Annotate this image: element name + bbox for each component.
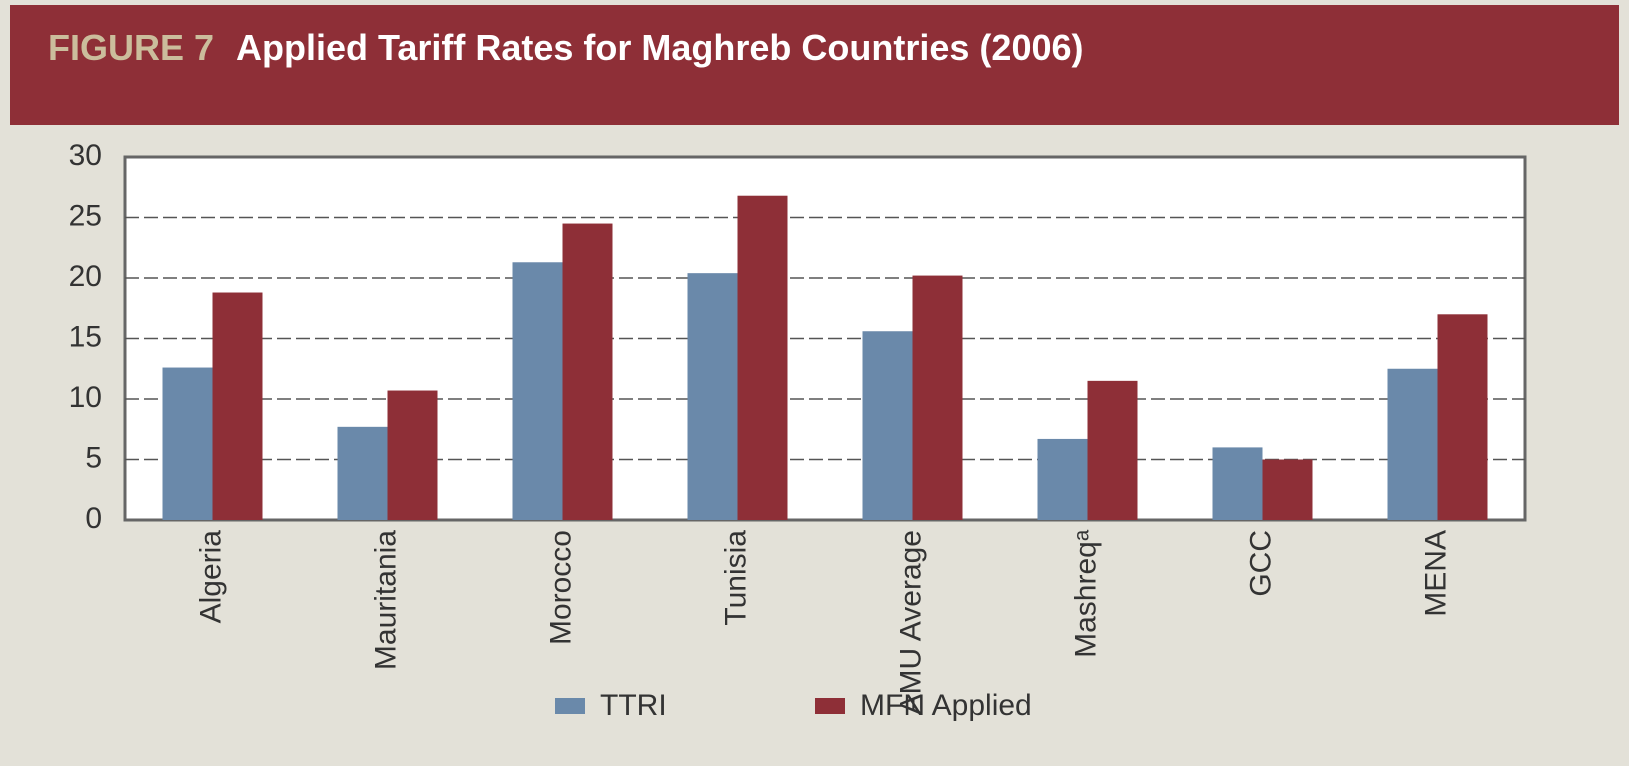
bar: [212, 292, 263, 520]
x-tick-label: Morocco: [544, 530, 577, 645]
legend-label: TTRI: [600, 689, 667, 722]
bar: [512, 262, 563, 520]
bar: [687, 273, 738, 520]
header: FIGURE 7 Applied Tariff Rates for Maghreb…: [10, 5, 1619, 125]
y-tick-label: 15: [69, 320, 102, 353]
y-tick-label: 0: [85, 502, 102, 535]
y-tick-label: 20: [69, 260, 102, 293]
x-tick-label: Mauritania: [369, 530, 402, 670]
legend-label: MFN Applied: [860, 689, 1032, 722]
legend-swatch: [555, 698, 585, 714]
y-tick-label: 30: [69, 139, 102, 172]
y-tick-label: 5: [85, 441, 102, 474]
bar: [162, 367, 213, 520]
x-tick-label: AMU Average: [894, 530, 927, 715]
bar: [862, 331, 913, 520]
x-tick-label: Tunisia: [719, 530, 752, 626]
bar: [912, 275, 963, 520]
bar: [1262, 459, 1313, 520]
bar: [737, 195, 788, 520]
bar: [1387, 368, 1438, 520]
bar: [387, 390, 438, 520]
bar: [1087, 380, 1138, 520]
x-tick-label: GCC: [1244, 530, 1277, 597]
y-tick-label: 25: [69, 199, 102, 232]
legend-swatch: [815, 698, 845, 714]
bar: [337, 426, 388, 520]
y-tick-label: 10: [69, 381, 102, 414]
figure-label: FIGURE 7: [48, 27, 215, 68]
bar: [1437, 314, 1488, 520]
x-tick-label: MENA: [1419, 530, 1452, 617]
x-tick-label: Mashreqᵃ: [1069, 529, 1102, 658]
bar: [562, 223, 613, 521]
bar: [1212, 447, 1263, 520]
x-tick-label: Algeria: [194, 530, 227, 624]
bar: [1037, 438, 1088, 520]
chart-title: Applied Tariff Rates for Maghreb Countri…: [236, 27, 1084, 68]
